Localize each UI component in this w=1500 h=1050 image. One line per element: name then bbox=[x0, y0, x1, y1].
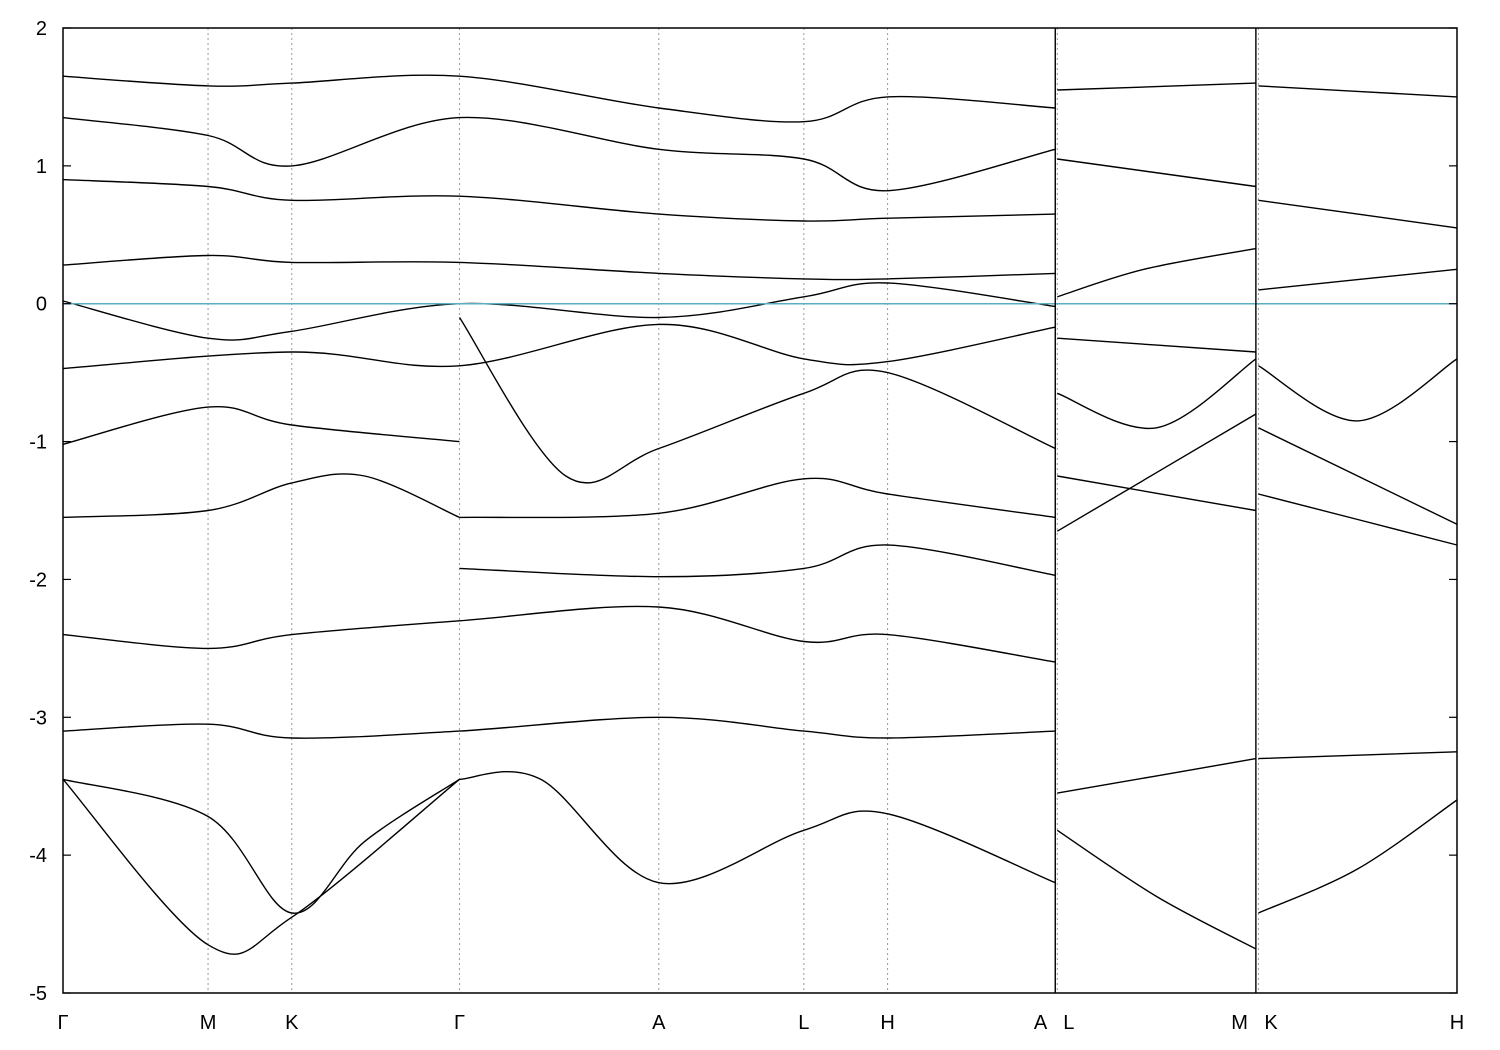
band-line bbox=[459, 771, 1056, 885]
band-line bbox=[62, 778, 460, 914]
band-line bbox=[62, 405, 460, 445]
band-line bbox=[1057, 82, 1256, 91]
band-line bbox=[1258, 427, 1458, 525]
band-line bbox=[1258, 85, 1458, 98]
plot-frame bbox=[62, 27, 1458, 994]
y-tick-label: 2 bbox=[36, 18, 47, 40]
x-tick-label: A bbox=[652, 1012, 666, 1034]
band-line bbox=[62, 778, 460, 955]
band-line bbox=[62, 116, 1056, 192]
band-line bbox=[1258, 751, 1458, 760]
panel-breaks bbox=[1054, 28, 1257, 993]
y-tick-label: -4 bbox=[29, 845, 47, 867]
band-line bbox=[62, 605, 1056, 663]
band-line bbox=[62, 473, 460, 519]
band-line bbox=[62, 178, 1056, 222]
band-line bbox=[458, 317, 1056, 484]
band-line bbox=[1056, 829, 1257, 950]
band-line bbox=[1258, 358, 1458, 422]
band-line bbox=[1057, 337, 1256, 353]
x-tick-label: M bbox=[1231, 1012, 1248, 1034]
x-tick-label: L bbox=[798, 1012, 809, 1034]
band-line bbox=[1258, 199, 1458, 229]
y-tick-label: 0 bbox=[36, 294, 47, 316]
band-line bbox=[1258, 799, 1458, 914]
x-tick-label: H bbox=[1450, 1012, 1464, 1034]
band-line bbox=[62, 282, 1056, 341]
x-tick-label: Γ bbox=[57, 1012, 68, 1034]
band-line bbox=[1057, 475, 1257, 512]
band-line bbox=[1057, 757, 1257, 794]
band-line bbox=[1258, 493, 1458, 546]
y-tick-label: -2 bbox=[29, 569, 47, 591]
y-axis-ticks: 2 1 0 -1 -2 -3 -4 -5 bbox=[29, 18, 1457, 1005]
x-tick-label: L bbox=[1063, 1012, 1074, 1034]
grid-lines bbox=[207, 28, 1259, 993]
x-tick-label: Γ bbox=[454, 1012, 465, 1034]
x-tick-label: K bbox=[285, 1012, 299, 1034]
x-tick-label: K bbox=[1264, 1012, 1278, 1034]
y-tick-label: -3 bbox=[29, 707, 47, 729]
band-line bbox=[1056, 413, 1257, 532]
band-line bbox=[1258, 268, 1458, 291]
band-line bbox=[62, 74, 1056, 123]
x-tick-label: M bbox=[200, 1012, 217, 1034]
band-line bbox=[1057, 358, 1257, 430]
y-tick-label: -5 bbox=[29, 983, 47, 1005]
band-line bbox=[1057, 158, 1256, 188]
y-tick-label: -1 bbox=[29, 432, 47, 454]
x-tick-label: H bbox=[880, 1012, 894, 1034]
band-line bbox=[62, 323, 1056, 370]
band-line bbox=[459, 544, 1056, 578]
band-line bbox=[62, 716, 1056, 739]
x-tick-label: A bbox=[1034, 1012, 1048, 1034]
band-lines bbox=[62, 74, 1458, 955]
y-tick-label: 1 bbox=[36, 156, 47, 178]
band-line bbox=[62, 254, 1056, 281]
band-line bbox=[1057, 247, 1257, 298]
band-line bbox=[459, 477, 1056, 519]
